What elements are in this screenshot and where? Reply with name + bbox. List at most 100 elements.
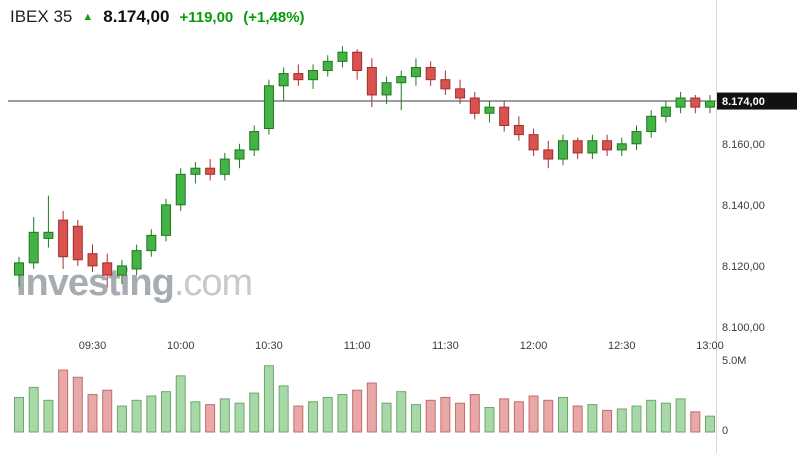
volume-bar (572, 405, 583, 433)
volume-bar (190, 401, 201, 433)
volume-bar (455, 402, 466, 433)
volume-bar (352, 389, 363, 433)
volume-bar (87, 394, 98, 433)
candle-body (690, 97, 701, 108)
volume-bar (175, 375, 186, 433)
time-axis-label: 11:00 (344, 340, 371, 352)
candle-body (352, 51, 363, 72)
symbol-name: IBEX 35 (10, 7, 73, 26)
volume-axis-label: 5.0M (722, 355, 746, 367)
volume-bar (557, 396, 568, 433)
volume-bar (278, 385, 289, 433)
candle-body (396, 76, 407, 84)
volume-axis-label: 0 (722, 425, 728, 437)
candle-body (528, 134, 539, 151)
candle-body (646, 115, 657, 133)
volume-bar (410, 404, 421, 433)
up-arrow-icon: ▲ (82, 11, 94, 23)
volume-bar (58, 369, 69, 433)
volume-bar (205, 404, 216, 433)
candle-body (337, 51, 348, 62)
volume-bar (337, 394, 348, 433)
candle-body (455, 88, 466, 99)
current-price-tag (717, 92, 797, 110)
time-axis-label: 12:00 (520, 340, 548, 352)
candle-body (484, 106, 495, 114)
candle-body (219, 158, 230, 175)
volume-bar (675, 398, 686, 433)
time-axis-label: 09:30 (79, 340, 107, 352)
candle-body (131, 250, 142, 270)
volume-bar (234, 402, 245, 433)
volume-bar (484, 407, 495, 433)
volume-bar (249, 392, 260, 433)
volume-bar (322, 396, 333, 433)
candle-body (705, 100, 715, 108)
candle-body (249, 131, 260, 151)
volume-bar (219, 398, 230, 433)
volume-bar (146, 395, 157, 433)
candle-body (631, 131, 642, 145)
candle-body (102, 262, 113, 276)
candle-body (381, 82, 392, 96)
candle-body (308, 70, 319, 81)
time-axis-label: 10:30 (255, 340, 283, 352)
candle-body (587, 140, 598, 154)
volume-bar (381, 402, 392, 433)
price-change-percent: (+1,48%) (243, 9, 305, 26)
volume-bar (499, 398, 510, 433)
candle-body (322, 60, 333, 72)
volume-bar (646, 399, 657, 433)
candle-body (499, 106, 510, 126)
candle-body (175, 173, 186, 206)
candle-body (616, 143, 627, 151)
candle-body (543, 149, 554, 160)
volume-bar (425, 399, 436, 433)
volume-bar (72, 376, 83, 433)
candle-body (161, 204, 172, 236)
investing-logo-domain: .com (173, 262, 253, 304)
price-axis-label: 8.120,00 (722, 261, 765, 273)
price-axis-label: 8.100,00 (722, 322, 765, 334)
candle-body (660, 106, 671, 117)
candle-body (602, 140, 613, 151)
time-axis-label: 10:00 (167, 340, 195, 352)
candle-body (278, 73, 289, 87)
time-axis-label: 13:00 (696, 340, 724, 352)
price-axis-label: 8.160,00 (722, 139, 765, 151)
time-axis-label: 12:30 (608, 340, 636, 352)
candle-body (146, 234, 157, 252)
price-change: +119,00 (179, 9, 234, 26)
candle-body (366, 66, 377, 96)
candle-body (58, 219, 69, 258)
volume-bar (102, 389, 113, 433)
candle-body (87, 253, 98, 267)
candle-body (14, 262, 24, 276)
investing-logo: Investing.com (16, 262, 253, 304)
candle-body (205, 167, 216, 175)
current-price-tag-label: 8.174,00 (722, 96, 765, 108)
investing-logo-brand: Investing (16, 262, 175, 304)
candle-body (469, 97, 480, 114)
volume-bar (131, 399, 142, 433)
volume-bar (602, 409, 613, 433)
volume-bar (616, 408, 627, 433)
volume-bar (528, 395, 539, 433)
volume-bar (660, 402, 671, 433)
candle-body (116, 265, 127, 276)
candle-body (513, 124, 524, 136)
quote-header: IBEX 35 ▲ 8.174,00 +119,00 (+1,48%) (10, 7, 305, 27)
volume-bar (396, 391, 407, 433)
candle-body (410, 66, 421, 78)
volume-bar (543, 399, 554, 433)
volume-bar (366, 382, 377, 433)
last-price: 8.174,00 (103, 7, 170, 26)
candle-body (675, 97, 686, 108)
candle-body (190, 167, 201, 175)
price-axis-label: 8.140,00 (722, 200, 765, 212)
volume-bar (14, 396, 24, 433)
volume-bar (293, 405, 304, 433)
volume-bar (469, 394, 480, 433)
